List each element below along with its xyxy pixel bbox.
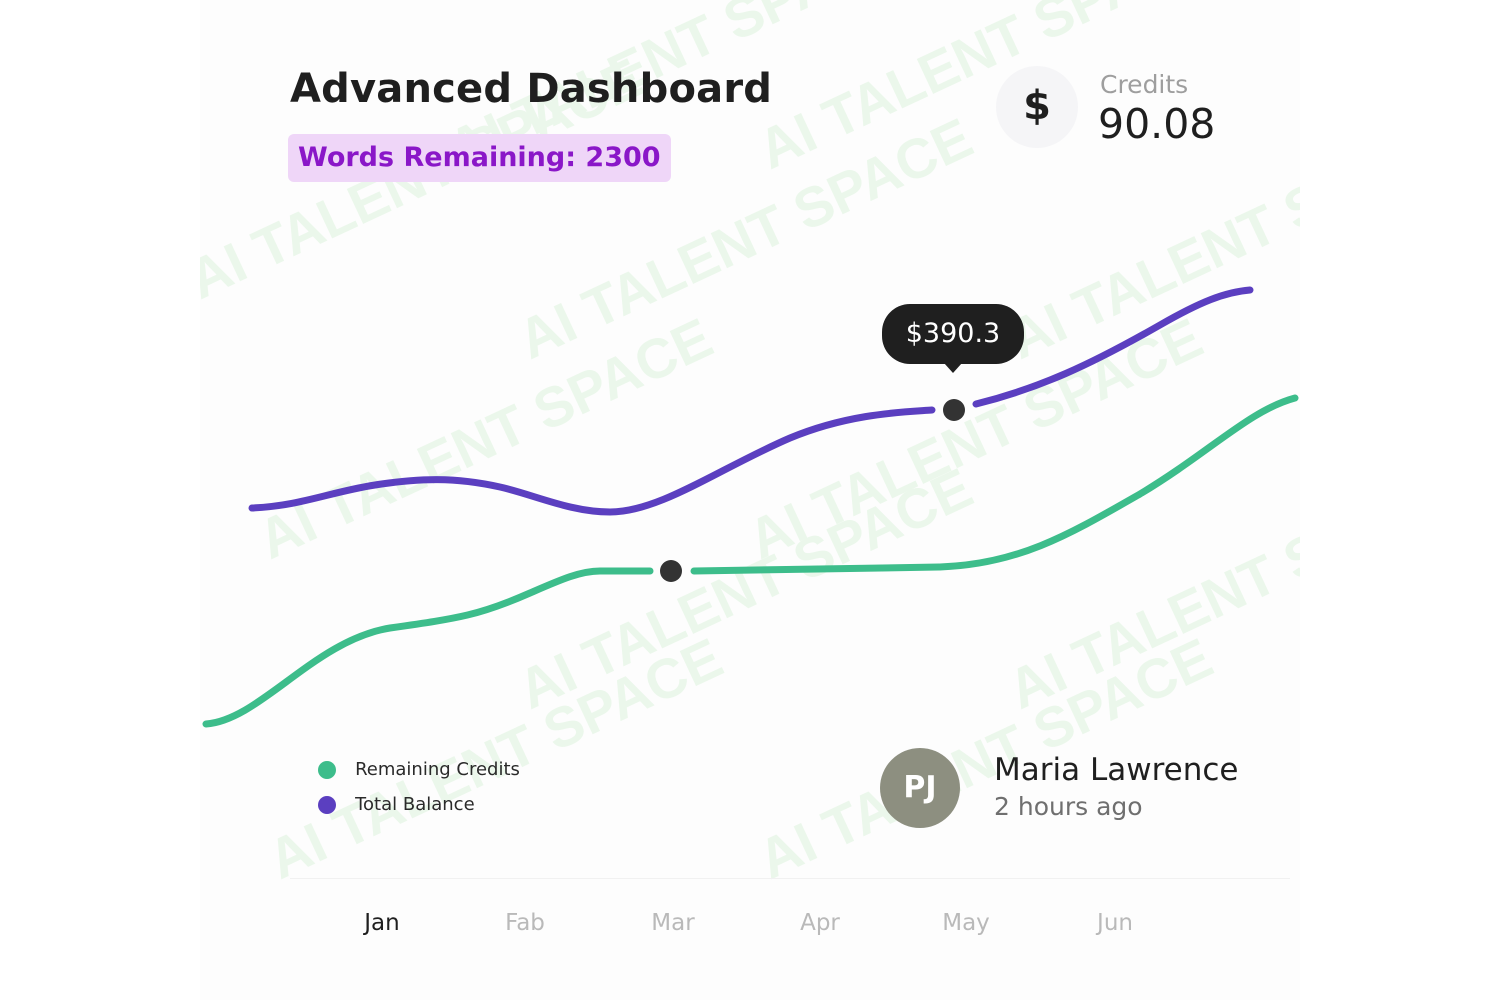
dollar-icon: $ [996, 66, 1078, 148]
user-last-active: 2 hours ago [994, 792, 1143, 821]
tooltip-arrow [944, 363, 962, 373]
user-name: Maria Lawrence [994, 752, 1239, 788]
total-balance-point[interactable] [943, 399, 965, 421]
legend-label: Remaining Credits [355, 759, 520, 780]
remaining-credits-point[interactable] [660, 560, 682, 582]
page-title: Advanced Dashboard [290, 66, 773, 112]
words-remaining-badge: Words Remaining: 2300 [288, 134, 671, 182]
legend-item-total-balance: Total Balance [318, 794, 475, 818]
legend-dot-purple-icon [318, 795, 336, 814]
month-tab-jun[interactable]: Jun [1097, 910, 1133, 936]
total-balance-line [248, 286, 1254, 516]
month-tab-may[interactable]: May [942, 910, 990, 936]
avatar[interactable]: PJ [880, 748, 960, 828]
legend-item-remaining-credits: Remaining Credits [318, 759, 520, 783]
legend-dot-green-icon [318, 760, 336, 779]
month-tab-mar[interactable]: Mar [651, 910, 695, 936]
credits-label: Credits [1100, 70, 1189, 99]
month-tab-jan[interactable]: Jan [364, 910, 400, 936]
legend-label: Total Balance [355, 794, 475, 815]
month-tab-feb[interactable]: Fab [505, 910, 545, 936]
axis-divider [290, 878, 1290, 879]
credits-value: 90.08 [1098, 100, 1216, 148]
month-tab-apr[interactable]: Apr [800, 910, 840, 936]
value-tooltip: $390.3 [882, 304, 1024, 364]
remaining-credits-line [202, 394, 1299, 728]
